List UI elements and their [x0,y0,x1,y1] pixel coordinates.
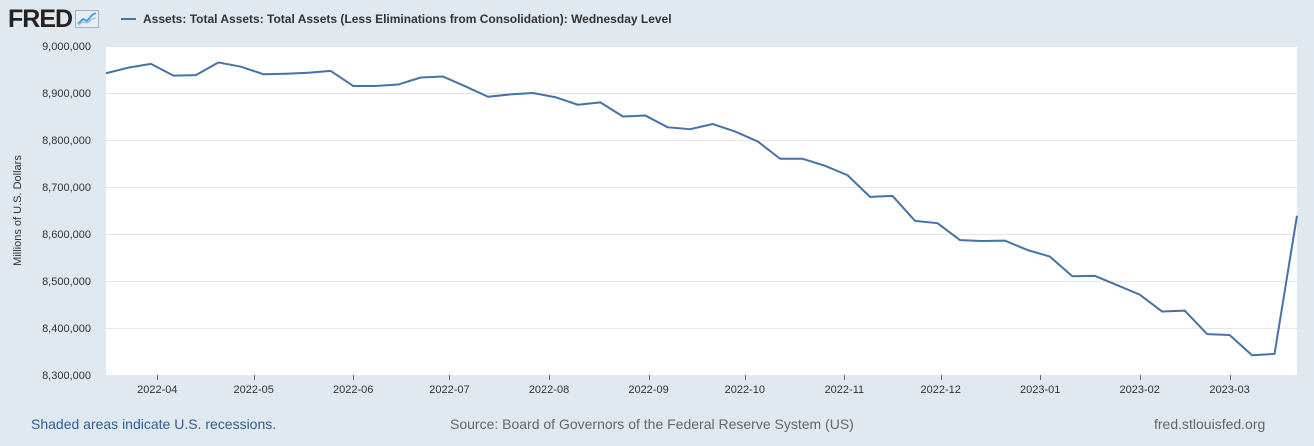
y-tick-label: 8,500,000 [42,276,91,288]
x-tick-label: 2022-10 [725,384,765,396]
gridlines [106,46,1297,329]
y-tick-label: 8,900,000 [42,88,91,100]
graph-icon [75,10,100,28]
source-note: Source: Board of Governors of the Federa… [450,416,854,432]
y-tick-label: 8,700,000 [42,182,91,194]
x-tick-label: 2022-09 [628,384,668,396]
series-line[interactable] [105,61,1298,357]
fred-logo-text: FRED [8,5,73,33]
x-tick-label: 2023-02 [1120,384,1160,396]
recessions-link[interactable]: Shaded areas indicate U.S. recessions. [31,416,277,432]
legend[interactable]: Assets: Total Assets: Total Assets (Less… [121,10,672,28]
x-tick-label: 2023-01 [1020,384,1060,396]
plot-area [106,46,1297,375]
x-tick-label: 2022-12 [920,384,960,396]
legend-swatch [121,18,136,20]
x-tick-label: 2022-08 [529,384,569,396]
y-tick-label: 8,400,000 [42,323,91,335]
x-tick-label: 2022-04 [137,384,177,396]
fred-logo[interactable]: FRED [8,5,100,33]
y-axis-label: Millions of U.S. Dollars [12,155,24,266]
y-tick-label: 8,300,000 [42,370,91,382]
y-tick-label: 9,000,000 [42,41,91,53]
x-axis-ticks: 2022-04 2022-05 2022-06 2022-07 2022-08 2022-… [137,375,1250,396]
legend-label: Assets: Total Assets: Total Assets (Less… [143,12,672,26]
x-tick-label: 2022-07 [429,384,469,396]
x-tick-label: 2022-06 [333,384,373,396]
x-tick-label: 2022-11 [825,384,865,396]
y-tick-label: 8,800,000 [42,135,91,147]
y-tick-label: 8,600,000 [42,229,91,241]
series-group [105,61,1298,357]
x-tick-label: 2023-03 [1209,384,1249,396]
x-tick-label: 2022-05 [233,384,273,396]
fred-url-link[interactable]: fred.stlouisfed.org [1154,416,1266,432]
y-axis-ticks: 8,300,000 8,400,000 8,500,000 8,600,000 8,70… [42,41,91,382]
